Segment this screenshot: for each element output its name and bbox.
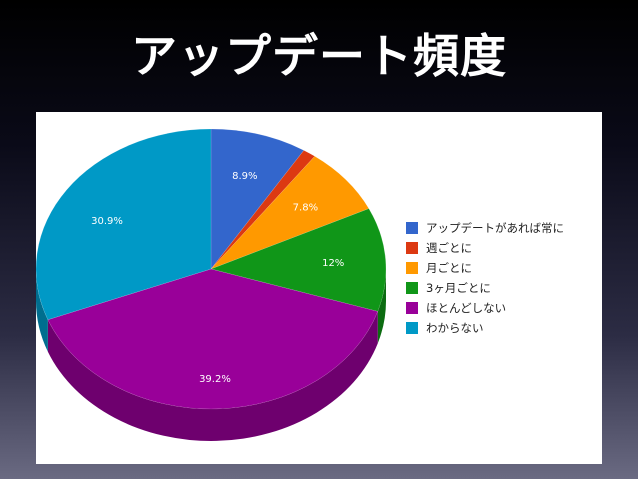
legend-item: わからない (406, 318, 564, 338)
slice-data-label: 7.8% (293, 203, 318, 214)
pie-slice-1 (210, 150, 316, 270)
legend-label: わからない (426, 321, 484, 335)
legend-item: アップデートがあれば常に (406, 218, 564, 238)
legend-swatch (406, 242, 418, 254)
slice-data-label: 30.9% (91, 216, 123, 227)
legend-item: 3ヶ月ごとに (406, 278, 564, 298)
pie-slice-2 (210, 155, 370, 270)
pie-side-5 (36, 269, 48, 352)
legend-label: ほとんどしない (426, 301, 507, 315)
slide-title: アップデート頻度 (131, 29, 507, 83)
legend-item: ほとんどしない (406, 298, 564, 318)
legend-swatch (406, 282, 418, 294)
legend-label: 週ごとに (426, 241, 472, 255)
legend-swatch (406, 222, 418, 234)
pie-side-4 (47, 311, 378, 441)
pie-chart: 8.9% 7.8% 12% 39.2% 30.9% (36, 128, 387, 441)
legend-swatch (406, 262, 418, 274)
slice-data-label: 8.9% (232, 171, 257, 182)
pie-slice-3 (210, 208, 387, 312)
legend-swatch (406, 322, 418, 334)
legend-swatch (406, 302, 418, 314)
slice-data-label: 39.2% (199, 374, 231, 385)
chart-legend: アップデートがあれば常に 週ごとに月ごとに 3ヶ月ごとにほとんどしない わからない (406, 218, 564, 338)
legend-item: 月ごとに (406, 258, 564, 278)
legend-label: 3ヶ月ごとに (426, 281, 491, 295)
pie-side-walls (36, 269, 386, 441)
pie-side-3 (377, 269, 386, 344)
pie-slice-0 (210, 128, 305, 270)
legend-label: 月ごとに (426, 261, 472, 275)
pie-slice-5 (36, 128, 212, 321)
legend-label: アップデートがあれば常に (426, 221, 564, 235)
chart-panel: 8.9% 7.8% 12% 39.2% 30.9% アップデートがあれば常に 週ごとに月ご… (36, 112, 602, 464)
pie-slice-4 (47, 268, 379, 410)
legend-item: 週ごとに (406, 238, 564, 258)
slice-data-label: 12% (322, 258, 344, 269)
